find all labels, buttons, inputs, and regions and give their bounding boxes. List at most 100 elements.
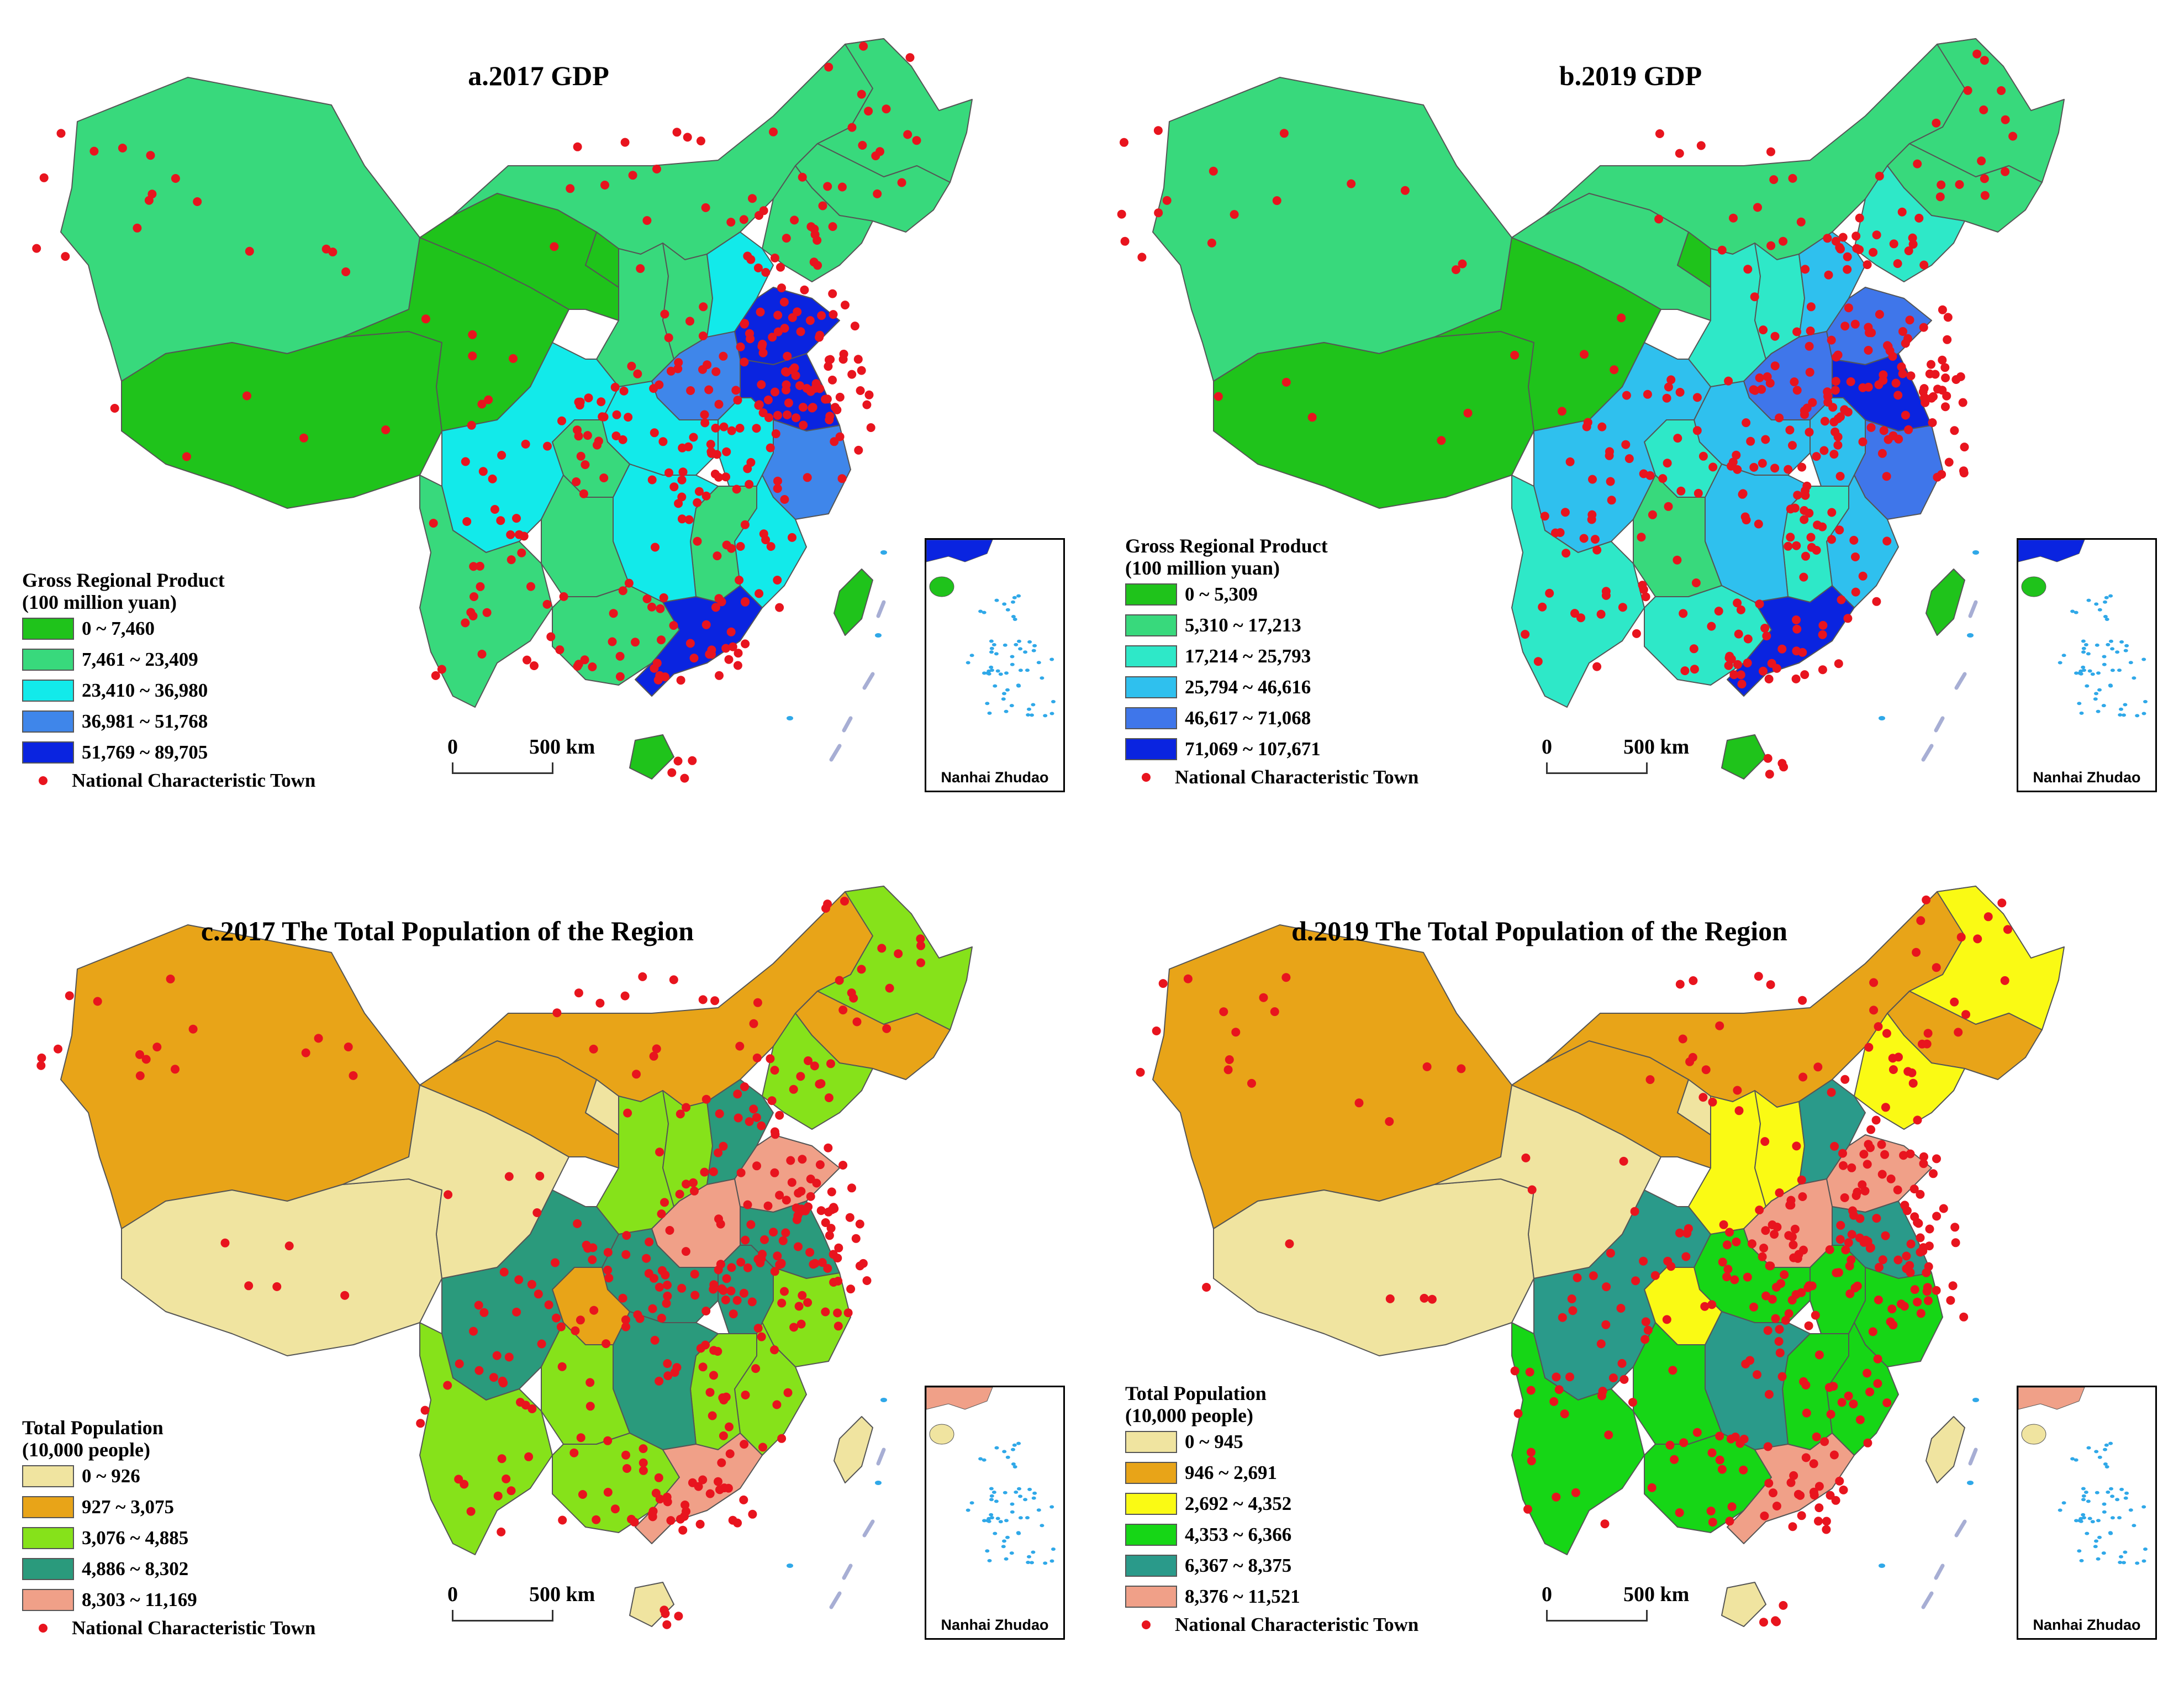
town-marker [766,1054,775,1064]
legend-item: 51,769 ~ 89,705 [22,737,315,768]
town-marker [682,1103,691,1112]
town-marker [1905,315,1914,325]
town-marker [871,151,880,161]
town-marker [609,609,618,618]
town-marker [1618,603,1627,612]
town-marker [678,443,687,452]
town-marker [705,1489,715,1498]
inset-island [2093,1545,2098,1549]
legend-item: 946 ~ 2,691 [1125,1457,1418,1488]
town-marker [1527,1185,1537,1194]
town-marker [773,410,782,420]
town-marker [1601,1320,1611,1329]
town-marker [1851,231,1861,241]
town-marker [713,551,722,561]
town-marker [824,1093,833,1102]
town-marker [677,492,687,502]
town-dot-icon [1142,773,1151,782]
town-marker [1580,350,1589,359]
legend-swatch [1125,583,1177,606]
town-marker [1665,1440,1675,1450]
town-marker [752,1053,762,1062]
town-marker [833,1308,842,1318]
town-marker [1755,599,1764,609]
town-marker [1843,252,1852,261]
town-marker [690,1270,699,1279]
inset-island [1003,643,1007,647]
town-marker [1772,1502,1781,1510]
scale-distance: 500 km [529,1583,595,1606]
island [875,633,882,638]
town-marker [1980,174,1989,183]
inset-map: Nanhai Zhudao [2017,538,2157,792]
town-marker [1822,1525,1831,1534]
town-marker [1849,535,1859,545]
town-marker [574,431,583,441]
town-marker [719,1286,728,1295]
town-marker [1749,1302,1758,1312]
legend-label: 0 ~ 5,309 [1185,583,1258,605]
town-marker [595,998,605,1008]
town-marker [1980,56,1989,65]
town-marker [1874,1295,1883,1304]
town-marker [1664,382,1673,392]
town-marker [786,1156,795,1165]
town-marker [686,386,695,395]
inset-map: Nanhai Zhudao [925,1386,1065,1640]
town-marker [1120,138,1128,147]
inset-island [1011,1462,1016,1466]
town-marker [1279,129,1289,138]
town-marker [1798,996,1807,1005]
town-marker [770,1267,779,1276]
town-marker [1675,1508,1684,1517]
region-guizhou [1633,1322,1722,1445]
town-marker [272,1282,282,1291]
town-marker [1736,670,1745,680]
town-marker [1788,173,1797,183]
inset-islands [926,540,1056,718]
inset-island [1018,668,1023,672]
town-marker [700,410,709,419]
town-marker [696,136,705,146]
town-marker [1654,214,1664,224]
town-marker [1764,1478,1774,1488]
town-marker [1802,1408,1811,1418]
town-marker [1619,1375,1629,1384]
town-marker [726,627,736,636]
town-marker [847,370,857,379]
town-marker [642,1254,651,1263]
town-marker [688,1478,697,1487]
boundary-dash [829,744,842,762]
inset-island [987,669,991,673]
town-marker [835,976,844,985]
town-marker [542,599,552,609]
town-marker [735,1041,745,1051]
town-marker [821,1218,830,1227]
town-marker [1910,1212,1919,1222]
town-marker [773,1251,782,1261]
town-marker [829,1278,838,1287]
town-marker [1866,423,1876,432]
town-marker [753,1324,763,1333]
legend-swatch [22,1589,74,1611]
region-taiwan [1925,1416,1965,1483]
inset-island [2123,1550,2128,1554]
town-marker [1754,519,1763,529]
town-marker [789,1323,799,1332]
town-marker [825,1231,834,1240]
town-marker [1963,86,1972,95]
town-marker [733,1089,742,1099]
town-marker [1865,328,1874,338]
inset-island [1016,684,1021,688]
town-marker [603,1265,613,1275]
town-marker [810,1259,820,1268]
town-marker [873,189,882,198]
town-marker [1796,1491,1805,1500]
inset-island [987,1559,992,1562]
town-marker [905,53,915,62]
town-marker [1872,230,1881,240]
town-marker [1655,129,1664,138]
town-marker [1775,1348,1785,1357]
town-marker [801,1206,810,1215]
inset-island [982,610,987,614]
